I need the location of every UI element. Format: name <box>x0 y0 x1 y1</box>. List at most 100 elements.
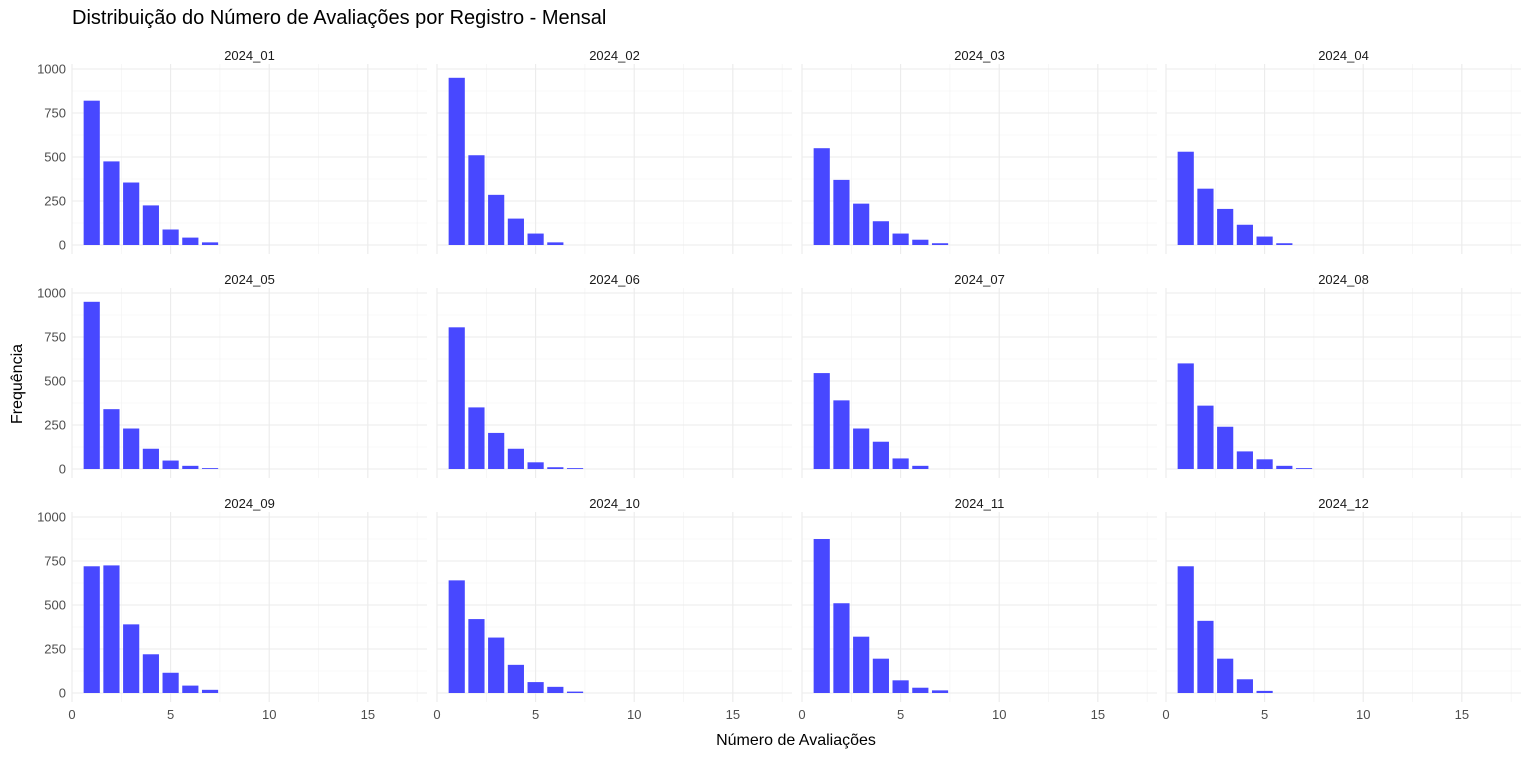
histogram-bar <box>1256 236 1273 245</box>
y-tick-label: 750 <box>44 554 66 569</box>
y-axis-title: Frequência <box>9 344 26 424</box>
y-tick-label: 500 <box>44 374 66 389</box>
facet-panel-2024_10: 2024_10 0 5 10 15 <box>433 496 792 722</box>
y-tick-label: 500 <box>44 598 66 613</box>
histogram-bar <box>1295 468 1313 469</box>
histogram-bar <box>1256 459 1273 469</box>
y-tick-label: 0 <box>59 686 66 701</box>
histogram-bar <box>1197 405 1214 469</box>
histogram-bar <box>1256 690 1273 693</box>
facet-strip-label: 2024_04 <box>1318 48 1369 63</box>
histogram-bar <box>123 182 140 245</box>
x-tick-label: 10 <box>1356 707 1370 722</box>
histogram-bar <box>142 654 159 693</box>
histogram-bar <box>507 218 524 245</box>
histogram-bar <box>182 237 199 245</box>
y-tick-label: 250 <box>44 194 66 209</box>
histogram-bar <box>872 658 889 693</box>
histogram-bar <box>468 407 485 469</box>
x-tick-label: 15 <box>726 707 740 722</box>
histogram-bar <box>182 685 199 693</box>
facet-strip-label: 2024_05 <box>224 272 275 287</box>
y-tick-label: 0 <box>59 238 66 253</box>
histogram-bar <box>468 619 485 693</box>
x-tick-label: 0 <box>433 707 440 722</box>
histogram-bar <box>488 194 505 245</box>
histogram-bar <box>1217 208 1234 245</box>
y-tick-label: 250 <box>44 642 66 657</box>
histogram-bar <box>201 689 219 693</box>
histogram-bar <box>1236 451 1253 469</box>
histogram-bar <box>1217 426 1234 469</box>
histogram-bar <box>527 462 544 469</box>
facet-panel-2024_08: 2024_08 <box>1165 272 1521 478</box>
facet-panel-2024_05: 2024_05 0 250 500 750 1000 <box>37 272 427 478</box>
facet-strip-label: 2024_08 <box>1318 272 1369 287</box>
histogram-bar <box>912 239 929 245</box>
histogram-bar <box>931 690 949 693</box>
histogram-bar <box>912 687 929 693</box>
histogram-bar <box>448 580 465 693</box>
histogram-bar <box>448 327 465 469</box>
histogram-bar <box>833 603 850 693</box>
histogram-bar <box>103 565 120 693</box>
histogram-bar <box>162 460 179 469</box>
y-tick-label: 1000 <box>37 62 66 77</box>
facet-strip-label: 2024_06 <box>589 272 640 287</box>
y-tick-label: 250 <box>44 418 66 433</box>
facet-strip-label: 2024_02 <box>589 48 640 63</box>
histogram-bar <box>1177 363 1194 469</box>
x-tick-label: 15 <box>1455 707 1469 722</box>
histogram-bar <box>142 448 159 469</box>
histogram-bar <box>813 148 830 245</box>
histogram-bar <box>103 409 120 469</box>
histogram-bar <box>527 682 544 693</box>
x-axis-title: Número de Avaliações <box>716 732 876 749</box>
histogram-bar <box>201 468 219 469</box>
histogram-bar <box>1276 243 1293 245</box>
y-tick-label: 0 <box>59 462 66 477</box>
facet-panel-2024_07: 2024_07 <box>801 272 1157 478</box>
histogram-bar <box>1236 679 1253 693</box>
histogram-bar <box>853 636 870 693</box>
facet-panel-2024_01: 2024_01 0 250 500 750 1000 <box>37 48 427 254</box>
histogram-bar <box>566 468 584 469</box>
histogram-bar <box>488 637 505 693</box>
histogram-bar <box>547 686 564 693</box>
y-tick-label: 750 <box>44 330 66 345</box>
histogram-bar <box>833 179 850 245</box>
histogram-bar <box>892 458 909 469</box>
histogram-bar <box>488 432 505 469</box>
histogram-bar <box>813 539 830 693</box>
facet-strip-label: 2024_01 <box>224 48 275 63</box>
facet-strip-label: 2024_07 <box>954 272 1005 287</box>
histogram-bar <box>1217 658 1234 693</box>
histogram-bar <box>527 233 544 245</box>
histogram-bar <box>547 467 564 469</box>
histogram-bar <box>853 203 870 245</box>
histogram-bar <box>892 680 909 693</box>
histogram-bar <box>83 100 100 246</box>
facet-strip-label: 2024_11 <box>955 496 1005 511</box>
histogram-bar <box>547 242 564 245</box>
facet-strip-label: 2024_09 <box>224 496 275 511</box>
x-tick-label: 15 <box>361 707 375 722</box>
histogram-bar <box>833 400 850 469</box>
x-tick-label: 10 <box>992 707 1006 722</box>
histogram-bar <box>201 242 219 245</box>
histogram-bar <box>507 448 524 469</box>
facet-strip-label: 2024_03 <box>954 48 1005 63</box>
facet-panel-2024_03: 2024_03 <box>801 48 1157 254</box>
histogram-bar <box>872 441 889 469</box>
histogram-bar <box>813 373 830 469</box>
histogram-bar <box>103 161 120 245</box>
y-tick-label: 1000 <box>37 510 66 525</box>
histogram-bar <box>1236 224 1253 245</box>
x-tick-label: 0 <box>1162 707 1169 722</box>
x-tick-label: 10 <box>262 707 276 722</box>
histogram-bar <box>1177 151 1194 245</box>
histogram-bar <box>123 428 140 469</box>
facet-panel-2024_09: 2024_09 0 250 500 750 1000 0 5 10 15 <box>37 496 427 722</box>
histogram-bar <box>142 205 159 245</box>
histogram-bar <box>931 243 949 245</box>
